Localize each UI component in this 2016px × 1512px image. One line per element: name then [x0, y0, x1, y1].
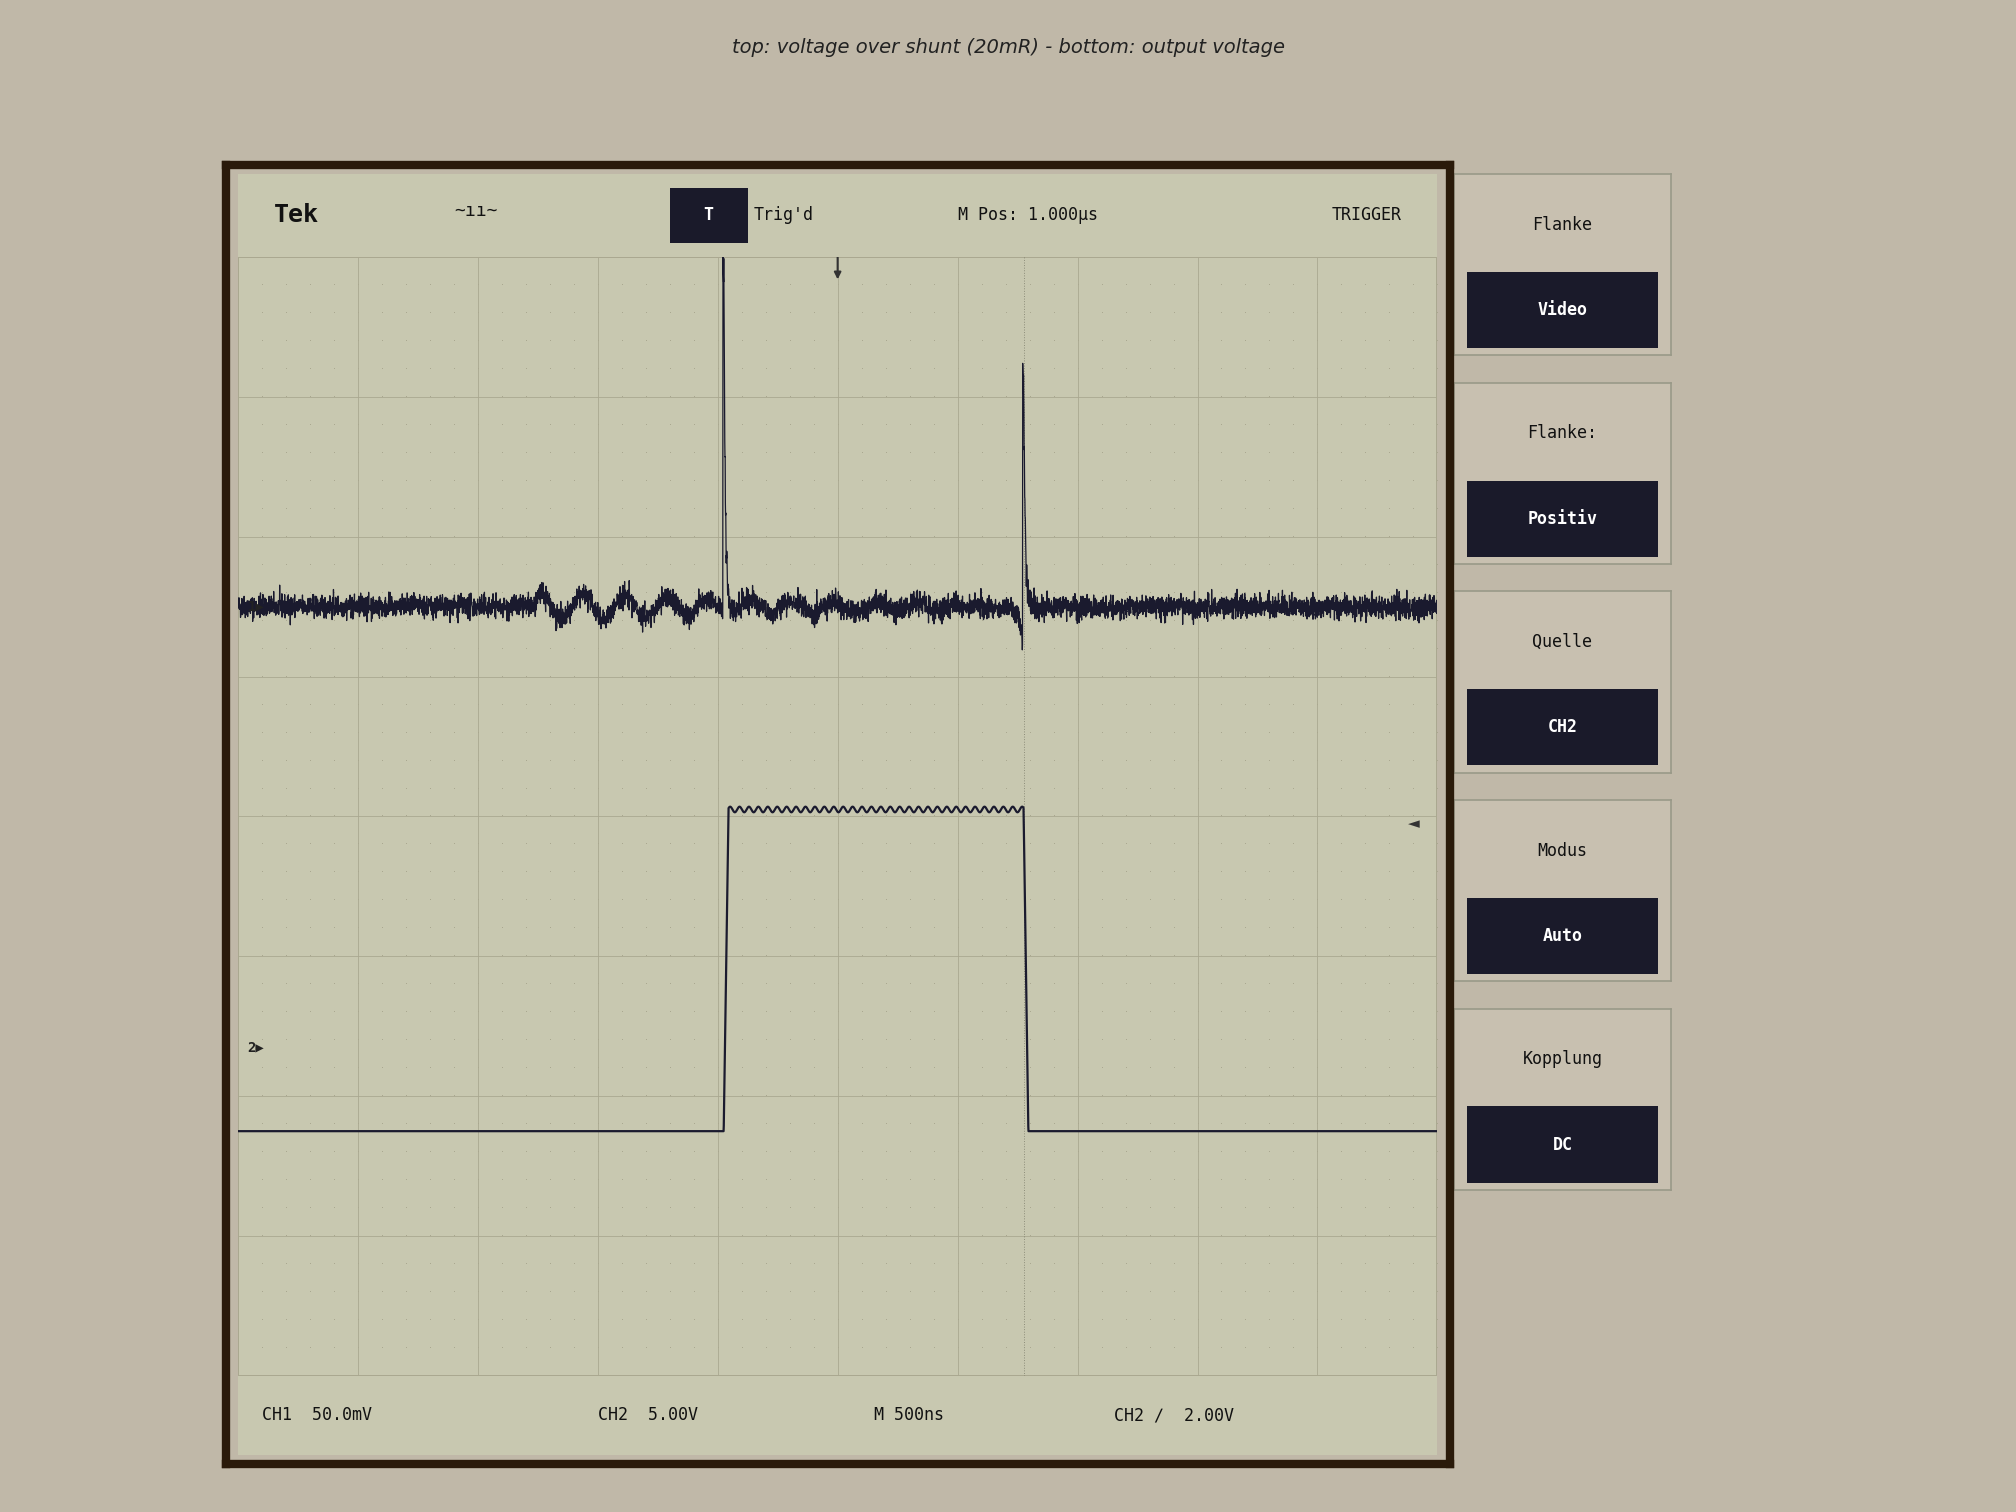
Text: Tek: Tek	[274, 204, 319, 227]
Text: CH1  50.0mV: CH1 50.0mV	[262, 1406, 371, 1424]
Text: Modus: Modus	[1538, 842, 1587, 860]
Text: Positiv: Positiv	[1528, 510, 1597, 528]
Text: 1▶: 1▶	[248, 600, 264, 614]
Text: M 500ns: M 500ns	[873, 1406, 943, 1424]
Text: ◄: ◄	[1407, 816, 1419, 832]
Text: CH2  5.00V: CH2 5.00V	[597, 1406, 698, 1424]
Text: M Pos: 1.000µs: M Pos: 1.000µs	[958, 207, 1097, 224]
Text: Quelle: Quelle	[1532, 634, 1593, 652]
Text: ~ıı~: ~ıı~	[454, 203, 498, 221]
Text: Trig'd: Trig'd	[754, 207, 814, 224]
Text: Kopplung: Kopplung	[1522, 1051, 1603, 1069]
Text: 2▶: 2▶	[248, 1040, 264, 1054]
FancyBboxPatch shape	[1466, 272, 1659, 348]
Text: Video: Video	[1538, 301, 1587, 319]
Text: CH2 ∕  2.00V: CH2 ∕ 2.00V	[1113, 1406, 1234, 1424]
Text: T: T	[704, 207, 714, 224]
Text: Auto: Auto	[1542, 927, 1583, 945]
FancyBboxPatch shape	[1466, 689, 1659, 765]
Text: top: voltage over shunt (20mR) - bottom: output voltage: top: voltage over shunt (20mR) - bottom:…	[732, 38, 1284, 57]
FancyBboxPatch shape	[1466, 481, 1659, 556]
Text: DC: DC	[1552, 1136, 1572, 1154]
Text: Flanke:: Flanke:	[1528, 425, 1597, 443]
Text: TRIGGER: TRIGGER	[1331, 207, 1401, 224]
FancyBboxPatch shape	[669, 187, 748, 243]
Text: Flanke: Flanke	[1532, 216, 1593, 234]
FancyBboxPatch shape	[1466, 898, 1659, 974]
FancyBboxPatch shape	[1466, 1107, 1659, 1182]
Text: CH2: CH2	[1548, 718, 1577, 736]
